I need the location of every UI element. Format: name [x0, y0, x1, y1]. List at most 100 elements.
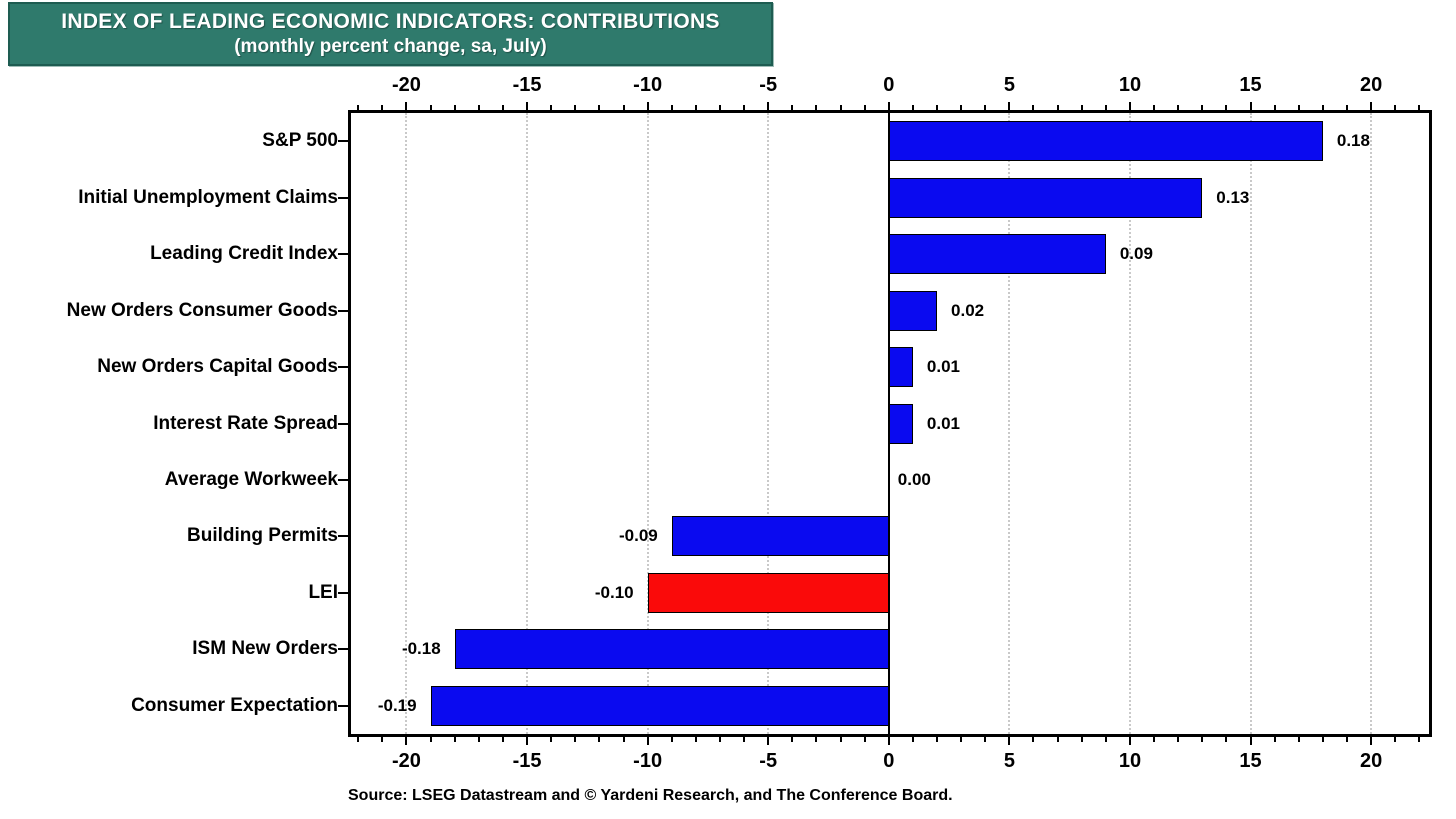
axis-minor-tick-top [357, 105, 360, 110]
axis-minor-tick-top [1394, 105, 1397, 110]
axis-minor-tick-top [815, 105, 818, 110]
gridline [1370, 113, 1373, 734]
axis-major-tick-bottom [887, 737, 890, 745]
axis-major-tick-bottom [1370, 737, 1373, 745]
axis-tick-label-bottom: -10 [633, 750, 663, 772]
category-label: Consumer Expectation [131, 694, 338, 716]
axis-minor-tick-bottom [1321, 737, 1324, 742]
axis-tick-label-top: -5 [759, 74, 778, 96]
axis-tick-label-top: 15 [1239, 74, 1262, 96]
bar-value-label: 0.18 [1336, 131, 1370, 151]
category-tick [338, 704, 348, 707]
axis-minor-tick-top [1321, 105, 1324, 110]
category-tick [338, 309, 348, 312]
axis-minor-tick-top [622, 105, 625, 110]
axis-minor-tick-top [550, 105, 553, 110]
axis-minor-tick-top [670, 105, 673, 110]
axis-minor-tick-bottom [429, 737, 432, 742]
bar-value-label: 0.01 [926, 413, 960, 433]
axis-tick-label-bottom: -15 [512, 750, 542, 772]
axis-tick-label-top: 20 [1359, 74, 1383, 96]
axis-major-tick-top [646, 102, 649, 110]
axis-minor-tick-top [694, 105, 697, 110]
gridline [526, 113, 529, 734]
chart-title-banner: INDEX OF LEADING ECONOMIC INDICATORS: CO… [8, 2, 773, 66]
axis-minor-tick-bottom [574, 737, 577, 742]
axis-minor-tick-top [1080, 105, 1083, 110]
category-tick [338, 140, 348, 143]
axis-major-tick-bottom [1249, 737, 1252, 745]
category-label: Interest Rate Spread [153, 412, 338, 434]
category-tick [338, 196, 348, 199]
bar-value-label: 0.02 [951, 300, 985, 320]
axis-minor-tick-bottom [670, 737, 673, 742]
category-label: ISM New Orders [192, 638, 338, 660]
chart-title: INDEX OF LEADING ECONOMIC INDICATORS: CO… [61, 10, 720, 33]
axis-minor-tick-top [718, 105, 721, 110]
axis-major-tick-bottom [1008, 737, 1011, 745]
axis-minor-tick-top [1297, 105, 1300, 110]
bar-value-label: -0.19 [377, 695, 417, 715]
axis-major-tick-top [767, 102, 770, 110]
bar-new-orders-capital-goods [888, 347, 913, 388]
axis-minor-tick-top [1032, 105, 1035, 110]
category-label: Leading Credit Index [150, 243, 338, 265]
axis-minor-tick-bottom [1394, 737, 1397, 742]
bar-value-label: -0.09 [618, 526, 658, 546]
axis-minor-tick-bottom [1418, 737, 1421, 742]
bar-s-p-500 [888, 121, 1323, 162]
axis-minor-tick-top [960, 105, 963, 110]
axis-minor-tick-bottom [694, 737, 697, 742]
axis-minor-tick-top [1346, 105, 1348, 110]
axis-minor-tick-bottom [1225, 737, 1228, 742]
axis-minor-tick-top [1225, 105, 1228, 110]
bar-interest-rate-spread [888, 403, 913, 444]
axis-tick-label-top: 10 [1118, 74, 1142, 96]
bar-consumer-expectation [430, 685, 889, 726]
category-label: Building Permits [187, 525, 338, 547]
axis-minor-tick-top [574, 105, 577, 110]
axis-minor-tick-bottom [1104, 737, 1107, 742]
gridline [405, 113, 408, 734]
axis-major-tick-bottom [405, 737, 408, 745]
axis-minor-tick-bottom [984, 737, 987, 742]
axis-minor-tick-bottom [960, 737, 963, 742]
axis-minor-tick-bottom [911, 737, 914, 742]
axis-tick-label-bottom: 0 [883, 750, 895, 772]
axis-minor-tick-bottom [743, 737, 746, 742]
category-tick [338, 591, 348, 594]
axis-minor-tick-top [1177, 105, 1180, 110]
category-label: New Orders Capital Goods [97, 356, 338, 378]
axis-minor-tick-bottom [1297, 737, 1300, 742]
bar-lei [647, 572, 889, 613]
category-tick [338, 253, 348, 256]
category-label: S&P 500 [262, 130, 338, 152]
axis-major-tick-bottom [526, 737, 529, 745]
axis-minor-tick-top [1201, 105, 1204, 110]
gridline [1249, 113, 1252, 734]
axis-major-tick-top [1249, 102, 1252, 110]
axis-major-tick-top [1128, 102, 1131, 110]
axis-minor-tick-top [743, 105, 746, 110]
category-label: Initial Unemployment Claims [78, 186, 338, 208]
axis-tick-label-top: -20 [392, 74, 421, 96]
axis-major-tick-top [1370, 102, 1373, 110]
bar-initial-unemployment-claims [888, 177, 1203, 218]
axis-minor-tick-bottom [1201, 737, 1204, 742]
axis-tick-label-top: 0 [883, 74, 895, 96]
axis-minor-tick-bottom [1032, 737, 1035, 742]
axis-minor-tick-bottom [453, 737, 456, 742]
axis-major-tick-bottom [1128, 737, 1131, 745]
axis-tick-label-top: 5 [1003, 74, 1015, 96]
axis-minor-tick-bottom [863, 737, 866, 742]
axis-minor-tick-top [1056, 105, 1059, 110]
axis-minor-tick-bottom [381, 737, 384, 742]
bar-value-label: -0.10 [594, 582, 634, 602]
axis-minor-tick-bottom [791, 737, 794, 742]
bar-new-orders-consumer-goods [888, 290, 937, 331]
bar-building-permits [671, 516, 889, 557]
axis-minor-tick-bottom [718, 737, 721, 742]
axis-minor-tick-top [1104, 105, 1107, 110]
gridline [767, 113, 770, 734]
axis-minor-tick-top [791, 105, 794, 110]
